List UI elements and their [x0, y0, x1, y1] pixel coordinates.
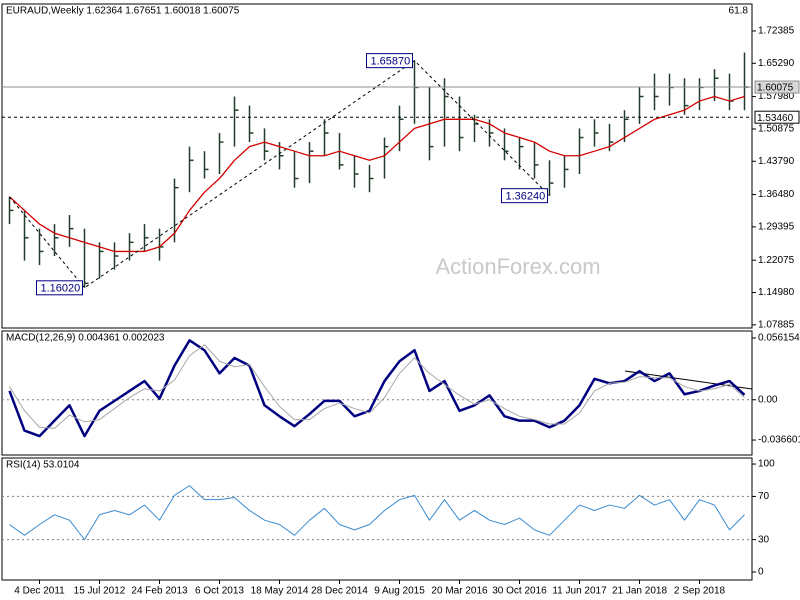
panel-frame [1, 3, 753, 329]
level-box [754, 110, 800, 124]
y-tick-label: 70 [758, 491, 770, 502]
x-tick-label: 2 Sep 2018 [674, 586, 726, 597]
series-line [8, 339, 746, 438]
x-tick-label: 20 Mar 2016 [431, 586, 488, 597]
x-tick-label: 30 Oct 2016 [492, 586, 547, 597]
y-tick-label: 1.65290 [758, 58, 795, 69]
series-line [9, 95, 745, 253]
annotation-box [36, 280, 83, 296]
annotation-label: 1.36240 [506, 191, 546, 203]
annotation-label: 1.16020 [41, 283, 81, 295]
x-tick-label: 28 Dec 2014 [311, 586, 368, 597]
watermark: ActionForex.com [435, 254, 600, 279]
y-tick-label: 30 [758, 534, 770, 545]
x-tick-label: 6 Oct 2013 [195, 586, 244, 597]
level-label: 1.60075 [757, 83, 794, 94]
y-tick-label: 1.57980 [758, 91, 795, 102]
annotation-box [501, 188, 548, 204]
y-tick-label: 0.00 [758, 394, 778, 405]
panel-title: EURAUD,Weekly 1.62364 1.67651 1.60018 1.… [6, 6, 240, 17]
x-tick-label: 4 Dec 2011 [14, 586, 65, 597]
y-tick-label: 1.29395 [758, 221, 795, 232]
annotation-label: 1.65870 [371, 56, 411, 68]
series-line [9, 485, 745, 541]
y-tick-label: 0.056154 [758, 333, 800, 344]
y-tick-label: 1.07885 [758, 320, 795, 331]
panel-title: RSI(14) 53.0104 [6, 460, 80, 471]
y-tick-label: 0 [758, 567, 764, 578]
x-tick-label: 9 Aug 2015 [374, 586, 425, 597]
x-tick-label: 18 May 2014 [251, 586, 309, 597]
y-tick-label: 1.72385 [758, 26, 795, 37]
y-tick-label: 1.36480 [758, 189, 795, 200]
y-tick-label: 1.43790 [758, 156, 795, 167]
y-tick-label: 100 [758, 459, 775, 470]
y-tick-label: 1.22075 [758, 255, 795, 266]
x-tick-label: 15 Jul 2012 [74, 586, 126, 597]
annotation-box [366, 53, 413, 69]
x-tick-label: 21 Jan 2018 [612, 586, 667, 597]
y-tick-label: 1.50875 [758, 124, 795, 135]
x-tick-label: 11 Jun 2017 [552, 586, 607, 597]
level-box [754, 80, 800, 94]
level-label: 1.53460 [757, 113, 794, 124]
fib-label: 61.8 [729, 6, 749, 17]
y-tick-label: 1.14980 [758, 287, 795, 298]
x-tick-label: 24 Feb 2013 [131, 586, 188, 597]
zigzag [9, 59, 550, 289]
panel-frame [1, 457, 753, 581]
panel-frame [1, 330, 753, 456]
y-tick-label: -0.036601 [758, 435, 800, 446]
panel-title: MACD(12,26,9) 0.004361 0.002023 [6, 333, 165, 344]
series-line [9, 344, 745, 429]
